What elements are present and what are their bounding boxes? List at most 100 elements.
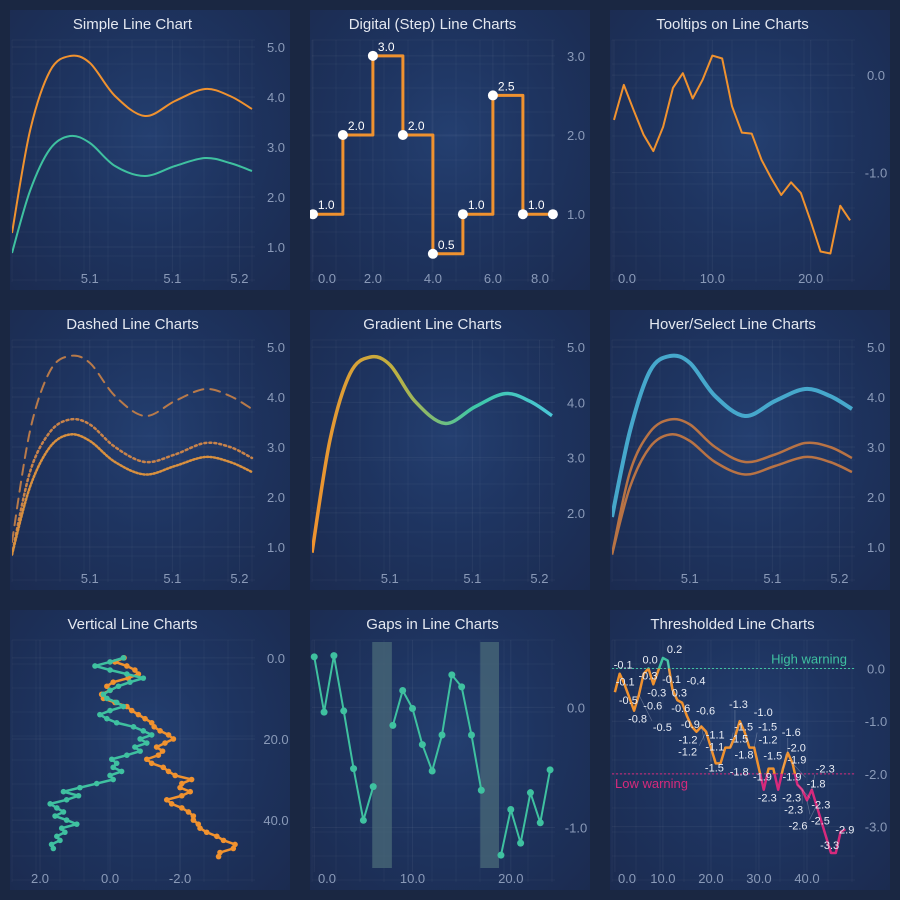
data-point-marker[interactable] (163, 797, 170, 803)
data-point-marker[interactable] (457, 209, 468, 220)
data-point-marker[interactable] (57, 837, 63, 844)
chart-plot[interactable]: 1.0 2.0 3.0 4.0 5.0 5.1 5.1 5.2 (10, 10, 290, 290)
data-point-marker[interactable] (427, 248, 438, 259)
data-point-marker[interactable] (367, 50, 378, 61)
data-point-marker[interactable] (113, 760, 120, 767)
data-point-marker[interactable] (110, 679, 116, 685)
data-point-marker[interactable] (507, 805, 515, 813)
data-point-marker[interactable] (107, 772, 113, 779)
data-point-marker[interactable] (73, 821, 80, 827)
data-point-marker[interactable] (107, 707, 113, 714)
data-point-marker[interactable] (418, 741, 426, 749)
data-point-marker[interactable] (132, 667, 138, 673)
data-point-marker[interactable] (517, 209, 528, 220)
data-point-marker[interactable] (104, 695, 110, 702)
data-point-marker[interactable] (165, 768, 172, 775)
data-point-marker[interactable] (118, 768, 125, 775)
chart-panel[interactable]: 1.0 2.0 3.0 4.0 5.0 5.1 5.1 5.2 Dashed Line Char… (10, 310, 290, 590)
data-point-marker[interactable] (448, 671, 456, 679)
data-point-marker[interactable] (172, 772, 178, 779)
data-point-marker[interactable] (179, 792, 185, 799)
data-point-marker[interactable] (359, 816, 367, 824)
data-point-marker[interactable] (130, 723, 137, 730)
chart-plot[interactable]: 1.02.03.00.0 2.0 4.0 6.0 8.01.02.03.02.00.51… (310, 10, 590, 290)
data-point-marker[interactable] (120, 703, 127, 710)
chart-panel[interactable]: 1.0 2.0 3.0 4.0 5.0 5.1 5.1 5.2 Simple Line Char… (10, 10, 290, 290)
data-point-marker[interactable] (547, 209, 558, 220)
data-point-marker[interactable] (128, 707, 135, 714)
data-point-marker[interactable] (337, 130, 348, 141)
data-point-marker[interactable] (310, 209, 318, 220)
data-point-marker[interactable] (190, 817, 197, 823)
data-point-marker[interactable] (187, 788, 194, 795)
data-point-marker[interactable] (409, 705, 417, 713)
data-point-marker[interactable] (63, 797, 70, 803)
data-point-marker[interactable] (397, 130, 408, 141)
series-line-below-low[interactable] (615, 658, 846, 855)
data-point-marker[interactable] (214, 833, 220, 840)
data-point-marker[interactable] (113, 699, 120, 706)
data-point-marker[interactable] (330, 652, 338, 660)
data-point-marker[interactable] (203, 829, 210, 836)
series-line-brown-1[interactable] (612, 417, 853, 555)
data-point-marker[interactable] (77, 784, 83, 791)
series-line-selected-blue[interactable] (612, 353, 854, 518)
data-point-marker[interactable] (215, 853, 222, 860)
data-point-marker[interactable] (162, 740, 168, 746)
data-point-marker[interactable] (140, 675, 147, 681)
data-point-marker[interactable] (104, 715, 110, 722)
chart-panel[interactable]: 0.0 -1.0 0.0 10.0 20.0 Gaps in Line Charts (310, 610, 590, 890)
data-point-marker[interactable] (399, 686, 407, 694)
data-point-marker[interactable] (320, 708, 328, 716)
data-point-marker[interactable] (155, 752, 162, 758)
data-point-marker[interactable] (142, 715, 148, 722)
chart-panel[interactable]: 0.0 20.0 40.0 2.0 0.0 -2.0 Vertical Line Chart… (10, 610, 290, 890)
series-line-step[interactable] (312, 54, 553, 256)
data-point-marker[interactable] (159, 748, 166, 754)
chart-plot[interactable]: 0.0 -1.0 0.0 10.0 20.0 (310, 610, 590, 890)
data-point-marker[interactable] (124, 752, 130, 758)
data-point-marker[interactable] (47, 801, 53, 807)
data-point-marker[interactable] (497, 851, 505, 859)
data-point-marker[interactable] (153, 744, 160, 750)
data-point-marker[interactable] (58, 825, 65, 831)
data-point-marker[interactable] (107, 687, 113, 694)
data-point-marker[interactable] (60, 788, 67, 795)
data-point-marker[interactable] (179, 805, 185, 811)
data-point-marker[interactable] (458, 683, 466, 691)
chart-plot[interactable]: 0.0 -1.0 0.0 10.0 20.0 (610, 10, 890, 290)
data-point-marker[interactable] (526, 789, 534, 797)
data-point-marker[interactable] (151, 723, 157, 730)
data-point-marker[interactable] (107, 659, 113, 665)
chart-plot[interactable]: 0.0 20.0 40.0 2.0 0.0 -2.0 (10, 610, 290, 890)
data-point-marker[interactable] (148, 719, 155, 726)
data-point-marker[interactable] (92, 663, 98, 669)
data-point-marker[interactable] (63, 817, 70, 823)
chart-panel[interactable]: 1.0 2.0 3.0 4.0 5.0 5.1 5.1 5.2 Hover/Select Lin… (610, 310, 890, 590)
series-line-brown-2[interactable] (612, 433, 853, 555)
chart-panel[interactable]: 0.0 -1.0 -2.0 -3.0 0.0 10.0 20.0 30.0 40.0 High w… (610, 610, 890, 890)
data-point-marker[interactable] (148, 732, 155, 738)
data-point-marker[interactable] (50, 845, 57, 852)
data-point-marker[interactable] (144, 740, 150, 746)
data-point-marker[interactable] (132, 744, 138, 750)
data-point-marker[interactable] (310, 653, 318, 661)
data-point-marker[interactable] (188, 776, 195, 783)
data-point-marker[interactable] (190, 813, 197, 819)
data-point-marker[interactable] (137, 748, 143, 754)
series-line-gradient[interactable] (312, 354, 553, 553)
data-point-marker[interactable] (115, 683, 122, 690)
series-line-normal[interactable] (613, 658, 846, 853)
data-point-marker[interactable] (517, 839, 525, 847)
data-point-marker[interactable] (52, 813, 58, 819)
data-point-marker[interactable] (428, 767, 436, 775)
data-point-marker[interactable] (93, 780, 100, 787)
data-point-marker[interactable] (230, 845, 237, 852)
data-point-marker[interactable] (104, 683, 110, 690)
data-point-marker[interactable] (197, 825, 203, 831)
data-point-marker[interactable] (144, 756, 150, 763)
chart-plot[interactable]: 1.0 2.0 3.0 4.0 5.0 5.1 5.1 5.2 (610, 310, 890, 590)
data-point-marker[interactable] (487, 90, 498, 101)
data-point-marker[interactable] (220, 837, 227, 844)
data-point-marker[interactable] (62, 829, 68, 836)
